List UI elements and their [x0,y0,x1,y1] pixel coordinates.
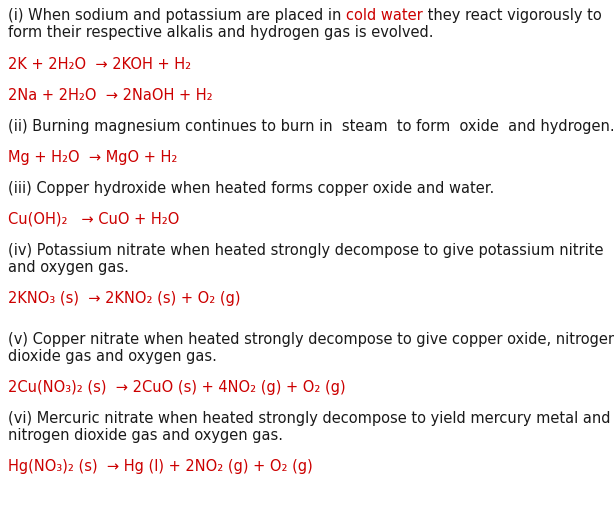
Text: 2K + 2H₂O  → 2KOH + H₂: 2K + 2H₂O → 2KOH + H₂ [8,57,191,72]
Text: (ii) Burning magnesium continues to burn in  steam  to form  oxide  and hydrogen: (ii) Burning magnesium continues to burn… [8,119,614,134]
Text: (v) Copper nitrate when heated strongly decompose to give copper oxide, nitrogen: (v) Copper nitrate when heated strongly … [8,332,614,347]
Text: 2Na + 2H₂O  → 2NaOH + H₂: 2Na + 2H₂O → 2NaOH + H₂ [8,88,212,103]
Text: dioxide gas and oxygen gas.: dioxide gas and oxygen gas. [8,349,217,364]
Text: cold water: cold water [346,8,423,23]
Text: and oxygen gas.: and oxygen gas. [8,260,129,275]
Text: they react vigorously to: they react vigorously to [423,8,602,23]
Text: nitrogen dioxide gas and oxygen gas.: nitrogen dioxide gas and oxygen gas. [8,428,283,443]
Text: Hg(NO₃)₂ (s)  → Hg (l) + 2NO₂ (g) + O₂ (g): Hg(NO₃)₂ (s) → Hg (l) + 2NO₂ (g) + O₂ (g… [8,459,313,474]
Text: (iii) Copper hydroxide when heated forms copper oxide and water.: (iii) Copper hydroxide when heated forms… [8,181,494,196]
Text: form their respective alkalis and hydrogen gas is evolved.: form their respective alkalis and hydrog… [8,25,433,40]
Text: 2KNO₃ (s)  → 2KNO₂ (s) + O₂ (g): 2KNO₃ (s) → 2KNO₂ (s) + O₂ (g) [8,291,241,306]
Text: (iv) Potassium nitrate when heated strongly decompose to give potassium nitrite: (iv) Potassium nitrate when heated stron… [8,243,604,258]
Text: 2Cu(NO₃)₂ (s)  → 2CuO (s) + 4NO₂ (g) + O₂ (g): 2Cu(NO₃)₂ (s) → 2CuO (s) + 4NO₂ (g) + O₂… [8,380,346,395]
Text: Cu(OH)₂   → CuO + H₂O: Cu(OH)₂ → CuO + H₂O [8,212,179,227]
Text: (i) When sodium and potassium are placed in: (i) When sodium and potassium are placed… [8,8,346,23]
Text: Mg + H₂O  → MgO + H₂: Mg + H₂O → MgO + H₂ [8,150,177,165]
Text: (vi) Mercuric nitrate when heated strongly decompose to yield mercury metal and: (vi) Mercuric nitrate when heated strong… [8,411,610,426]
